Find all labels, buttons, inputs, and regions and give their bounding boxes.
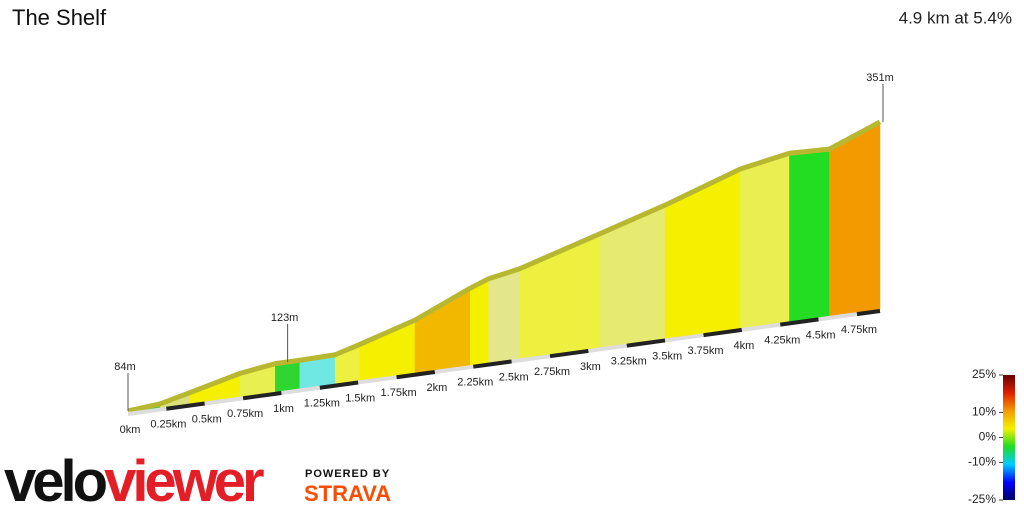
annotation-label: 123m [271, 312, 299, 324]
colorbar-label: -25% [968, 492, 996, 506]
colorbar-label: 0% [979, 430, 997, 444]
x-tick-label: 1.5km [345, 392, 375, 404]
profile-segment [275, 362, 301, 394]
baseline-dash [357, 375, 397, 385]
strava-logo: STRAVA [304, 481, 391, 506]
annotation-label: 84m [114, 361, 135, 373]
x-tick-label: 0km [120, 424, 141, 436]
colorbar-label: 25% [972, 367, 996, 381]
baseline-dash [741, 322, 781, 332]
logo-right: viewer [104, 449, 264, 512]
x-tick-label: 3.5km [652, 350, 682, 362]
baseline-dash [588, 343, 628, 353]
powered-by: POWERED BY [305, 468, 390, 480]
x-tick-label: 1km [273, 403, 294, 415]
logo: veloviewer [4, 449, 264, 512]
profile-segment [740, 154, 790, 330]
x-tick-label: 4.25km [764, 335, 800, 347]
baseline-dash [703, 327, 743, 338]
baseline-dash [664, 333, 704, 343]
x-tick-label: 0.75km [227, 408, 263, 420]
colorbar-label: -10% [968, 455, 996, 469]
x-tick-label: 4.5km [806, 329, 836, 341]
x-tick-label: 1.75km [381, 387, 417, 399]
x-tick-label: 2.5km [499, 371, 529, 383]
x-tick-label: 4.75km [841, 324, 877, 336]
baseline-dash [319, 380, 359, 390]
baseline-dash [473, 359, 512, 369]
baseline-dash [779, 317, 819, 327]
x-tick-label: 2.25km [457, 377, 493, 389]
profile-segment [488, 270, 520, 364]
x-tick-label: 2.75km [534, 366, 570, 378]
baseline-dash [396, 369, 436, 380]
baseline-dash [281, 385, 321, 395]
x-tick-label: 0.5km [192, 413, 222, 425]
baseline-dash [242, 390, 282, 401]
profile-segment [664, 170, 741, 340]
logo-left: velo [4, 449, 107, 512]
baseline-dash [204, 396, 244, 406]
baseline-dash [166, 401, 206, 411]
chart-title: The Shelf [12, 5, 107, 30]
baseline-dash [434, 364, 474, 374]
x-tick-label: 3.25km [611, 356, 647, 368]
x-tick-label: 2km [427, 382, 448, 394]
baseline-dash [626, 338, 666, 348]
baseline-dash [511, 354, 551, 364]
profile-segment [519, 235, 601, 360]
colorbar [1003, 375, 1015, 500]
baseline-dash [549, 348, 589, 359]
profile-ridge [127, 119, 882, 414]
x-tick-label: 3km [580, 361, 601, 373]
x-tick-label: 1.25km [304, 398, 340, 410]
colorbar-label: 10% [972, 405, 996, 419]
annotation-label: 351m [866, 72, 894, 84]
chart-subtitle: 4.9 km at 5.4% [899, 8, 1012, 27]
baseline-dash [818, 312, 858, 322]
profile-segment [469, 280, 489, 367]
x-tick-label: 4km [733, 340, 754, 352]
profile-segment [789, 150, 830, 323]
baseline-dash [127, 406, 167, 416]
baseline-dash [856, 309, 881, 317]
x-tick-label: 3.75km [687, 345, 723, 357]
x-tick-label: 0.25km [150, 419, 186, 431]
profile-segment [829, 123, 881, 318]
